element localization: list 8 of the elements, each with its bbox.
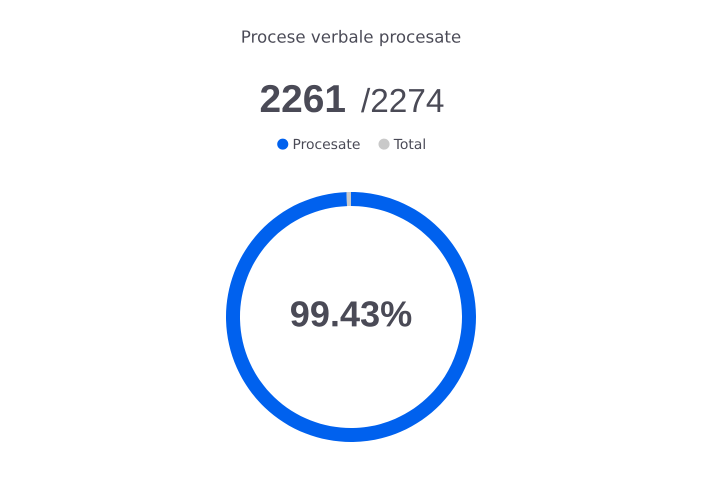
data-label: 99.43% [291, 301, 412, 327]
donut-slice [346, 192, 351, 206]
legend-label: Procesate [294, 138, 360, 150]
donut-slice [226, 192, 476, 442]
chart-title: Procese verbale procesate [242, 30, 460, 46]
text: /2274 [361, 88, 444, 112]
text: 2261 [260, 84, 345, 112]
legend-label: Total [394, 138, 425, 150]
